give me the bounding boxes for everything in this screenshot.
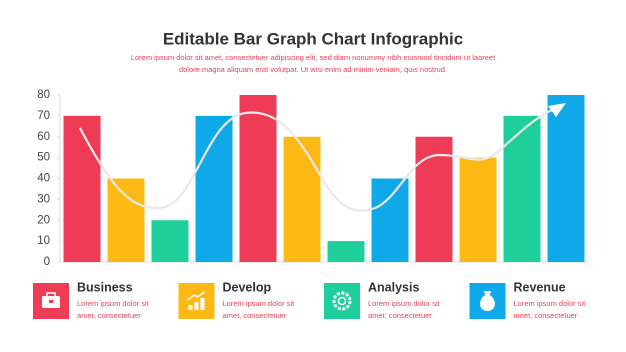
icon bbox=[188, 305, 193, 310]
plot: 0 10 20 30 40 50 60 70 80 bbox=[37, 89, 588, 268]
icon bbox=[480, 291, 495, 311]
bar bbox=[547, 95, 585, 262]
y-tick-label: 80 bbox=[37, 89, 50, 101]
y-tick-label: 70 bbox=[37, 110, 50, 122]
bar bbox=[503, 115, 541, 262]
legend-text: amet, consectetuer bbox=[368, 311, 432, 320]
chart-title: Editable Bar Graph Chart Infographic bbox=[163, 29, 463, 48]
legend-swatch bbox=[324, 283, 360, 319]
trend-arrow bbox=[548, 103, 566, 117]
icon bbox=[194, 302, 199, 310]
bar bbox=[283, 136, 321, 262]
bar bbox=[239, 95, 277, 262]
bar bbox=[63, 115, 101, 262]
bar bbox=[151, 220, 189, 262]
y-tick-label: 50 bbox=[37, 152, 50, 164]
icon bbox=[46, 292, 56, 298]
y-tick-label: 10 bbox=[37, 235, 50, 247]
icon bbox=[187, 291, 205, 301]
legend-swatch bbox=[178, 283, 215, 319]
icon bbox=[332, 291, 352, 311]
bar bbox=[371, 178, 409, 262]
icon bbox=[49, 300, 53, 303]
y-tick-label: 40 bbox=[37, 173, 50, 185]
subtitle: dolore magna aliquam erat volutpat. Ut w… bbox=[179, 65, 447, 74]
legend-name: Business bbox=[77, 280, 133, 294]
bar bbox=[459, 157, 497, 262]
legend-item: Business Lorem ipsum dolor sit amet, conse… bbox=[33, 280, 150, 320]
y-tick-label: 30 bbox=[37, 193, 50, 205]
y-tick-label: 0 bbox=[44, 256, 50, 268]
y-tick-label: 60 bbox=[37, 131, 50, 143]
legend-name: Revenue bbox=[514, 280, 566, 294]
bar bbox=[415, 136, 453, 262]
legend-name: Analysis bbox=[368, 280, 419, 294]
trend-line bbox=[79, 109, 553, 212]
legend-item: Revenue Lorem ipsum dolor sit amet, consec… bbox=[469, 280, 587, 320]
legend: Business Lorem ipsum dolor sit amet, conse… bbox=[33, 280, 586, 320]
legend-text: Lorem ipsum dolor sit bbox=[77, 299, 150, 308]
legend-item: Develop Lorem ipsum dolor sit amet, consec… bbox=[178, 280, 296, 320]
legend-item: Analysis Lorem ipsum dolor sit amet, conse… bbox=[324, 280, 441, 320]
bar bbox=[107, 178, 145, 262]
trend-decoration bbox=[79, 103, 566, 212]
legend-text: Lorem ipsum dolor sit bbox=[514, 299, 587, 308]
legend-text: amet, consectetuer bbox=[77, 311, 141, 320]
legend-text: Lorem ipsum dolor sit bbox=[368, 299, 441, 308]
legend-text: amet, consectetuer bbox=[514, 311, 578, 320]
legend-name: Develop bbox=[223, 280, 272, 294]
y-tick-label: 20 bbox=[37, 214, 50, 226]
icon bbox=[337, 296, 347, 306]
legend-text: amet, consectetuer bbox=[223, 311, 287, 320]
subtitle: Lorem ipsum dolor sit amet, consectetuer… bbox=[131, 53, 496, 62]
bar bbox=[327, 241, 365, 262]
legend-text: Lorem ipsum dolor sit bbox=[223, 299, 296, 308]
icon bbox=[200, 298, 205, 310]
